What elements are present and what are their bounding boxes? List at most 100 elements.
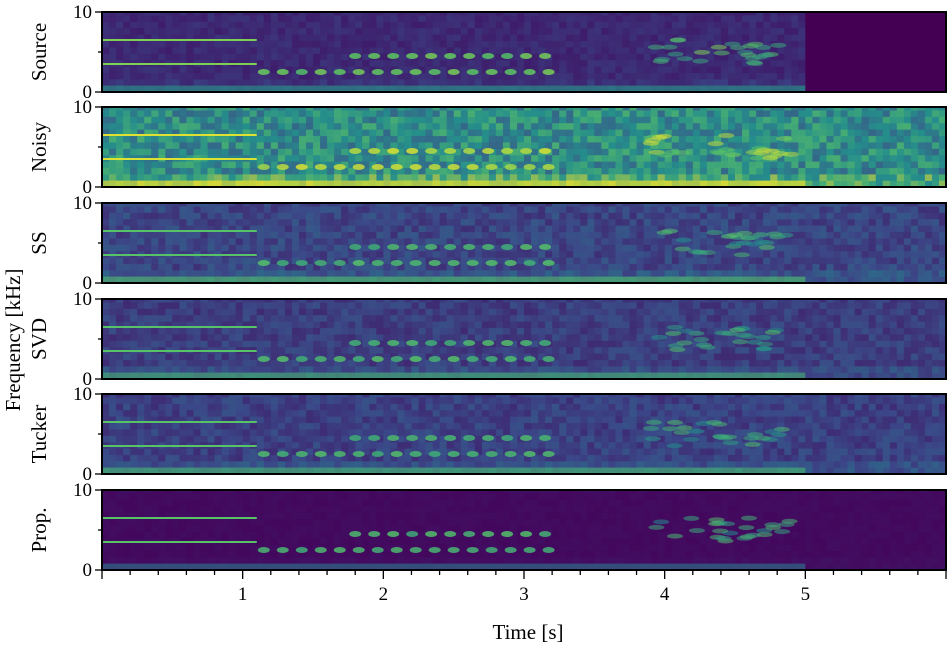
noise-cell [165, 270, 173, 277]
burst-blob [706, 230, 723, 236]
noise-cell [692, 161, 701, 169]
noise-cell [467, 129, 475, 137]
noise-cell [573, 270, 581, 277]
noise-cell [601, 225, 609, 233]
noise-cell [123, 161, 131, 169]
noise-cell [552, 135, 560, 143]
noise-cell [404, 116, 412, 124]
noise-cell [756, 270, 764, 277]
noise-cell [538, 107, 546, 111]
noise-cell [685, 257, 694, 265]
noise-cell [418, 40, 426, 48]
noise-cell [678, 270, 686, 277]
chirp-blob [390, 164, 403, 170]
noise-cell [200, 299, 208, 303]
noise-cell [805, 167, 813, 175]
noise-cell [242, 123, 250, 130]
noise-cell [306, 110, 314, 117]
noise-cell [545, 28, 553, 35]
noise-cell [277, 142, 286, 149]
noise-cell [263, 315, 272, 322]
noise-cell [650, 28, 658, 35]
noise-cell [889, 212, 897, 220]
noise-cell [882, 238, 890, 245]
noise-cell [509, 110, 518, 117]
noise-cell [397, 231, 405, 239]
noise-cell [144, 47, 152, 54]
chirp-blob [257, 69, 270, 75]
noise-cell [460, 203, 468, 207]
noise-cell [559, 110, 567, 117]
noise-cell [566, 12, 574, 16]
noise-cell [277, 308, 286, 316]
noise-cell [446, 15, 454, 22]
noise-cell [735, 116, 743, 124]
noise-cell [664, 66, 672, 74]
noise-cell [397, 212, 405, 220]
noise-cell [228, 123, 236, 130]
noise-cell [137, 308, 145, 316]
noise-cell [130, 315, 138, 322]
noise-cell [228, 28, 236, 35]
noise-cell [840, 206, 848, 213]
noise-cell [390, 34, 398, 42]
noise-cell [601, 203, 609, 207]
noise-cell [256, 340, 264, 348]
noise-cell [165, 212, 173, 220]
noise-cell [376, 174, 384, 181]
noise-cell [552, 21, 560, 29]
noise-cell [924, 219, 933, 226]
noise-cell [720, 12, 729, 16]
noise-cell [713, 28, 722, 35]
noise-cell [763, 110, 771, 117]
noise-cell [573, 15, 581, 22]
noise-cell [130, 79, 138, 86]
noise-cell [580, 66, 588, 74]
noise-cell [242, 340, 250, 348]
noise-cell [397, 60, 405, 67]
noise-cell [650, 263, 658, 271]
noise-cell [418, 203, 426, 207]
noise-cell [179, 174, 187, 181]
noise-cell [137, 366, 145, 373]
noise-cell [939, 135, 946, 143]
noise-cell [158, 40, 166, 48]
noise-cell [404, 206, 412, 213]
noise-cell [552, 72, 560, 80]
noise-cell [214, 107, 222, 111]
noise-cell [270, 34, 279, 42]
noise-cell [664, 129, 672, 137]
noise-cell [453, 34, 461, 42]
noise-cell [650, 107, 658, 111]
noise-cell [784, 72, 792, 80]
chirp-blob [295, 164, 308, 170]
noise-cell [397, 206, 405, 213]
noise-cell [735, 142, 743, 149]
noise-cell [657, 79, 665, 86]
noise-cell [812, 231, 820, 239]
noise-cell [896, 251, 905, 258]
noise-cell [306, 212, 314, 220]
noise-cell [109, 28, 117, 35]
noise-cell [270, 116, 279, 124]
noise-cell [573, 129, 581, 137]
noise-cell [376, 28, 384, 35]
noise-cell [749, 244, 757, 252]
noise-cell [313, 107, 321, 111]
noise-cell [552, 231, 560, 239]
noise-cell [805, 180, 813, 187]
noise-cell [875, 206, 883, 213]
noise-cell [446, 60, 454, 67]
noise-cell [369, 231, 377, 239]
noise-cell [432, 206, 440, 213]
noise-cell [517, 72, 525, 80]
noise-cell [327, 66, 335, 74]
noise-cell [706, 219, 715, 226]
noise-cell [657, 244, 665, 252]
noise-cell [580, 142, 588, 149]
chirp-blob [314, 164, 327, 170]
noise-cell [910, 142, 919, 149]
noise-cell [580, 123, 588, 130]
noise-cell [228, 15, 236, 22]
noise-cell [411, 263, 419, 271]
